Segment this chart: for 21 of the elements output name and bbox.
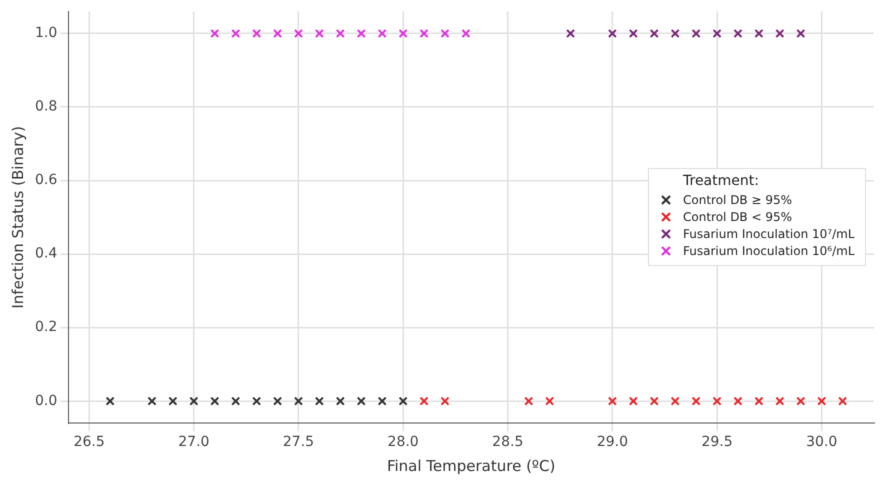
x-tick-label: 27.5 — [282, 434, 314, 450]
y-tick-label: 0.4 — [35, 246, 58, 262]
y-tick-label: 1.0 — [35, 25, 58, 42]
x-axis-title: Final Temperature (ºC) — [386, 456, 556, 475]
y-axis-title: Infection Status (Binary) — [8, 126, 27, 309]
x-tick-label: 26.5 — [74, 434, 105, 450]
legend-label: Fusarium Inoculation 10⁷/mL — [683, 226, 855, 241]
x-tick-label: 27.0 — [178, 434, 210, 450]
x-tick-label: 30.0 — [806, 434, 838, 450]
y-tick-label: 0.2 — [35, 319, 58, 336]
x-tick-label: 28.0 — [388, 434, 419, 450]
legend-label: Control DB < 95% — [683, 210, 792, 224]
x-tick-label: 29.0 — [596, 434, 628, 450]
x-tick-label: 28.5 — [492, 434, 524, 450]
legend-title: Treatment: — [683, 173, 760, 190]
y-tick-label: 0.0 — [35, 392, 58, 409]
legend-label: Control DB ≥ 95% — [683, 192, 792, 207]
legend-label: Fusarium Inoculation 10⁶/mL — [683, 244, 855, 258]
y-tick-label: 0.6 — [35, 172, 58, 188]
x-tick-label: 29.5 — [701, 434, 733, 450]
y-tick-label: 0.8 — [35, 98, 58, 115]
